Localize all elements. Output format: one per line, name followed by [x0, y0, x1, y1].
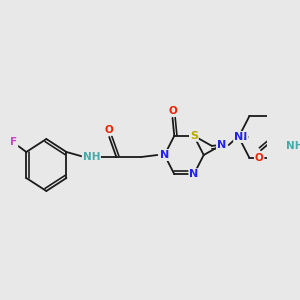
Text: NH: NH	[82, 152, 100, 162]
Text: N: N	[234, 132, 243, 142]
Text: NH: NH	[286, 141, 300, 151]
Text: N: N	[189, 169, 199, 179]
Text: N: N	[160, 150, 169, 160]
Text: O: O	[168, 106, 177, 116]
Text: N: N	[160, 150, 169, 160]
Text: N: N	[217, 140, 226, 150]
Text: F: F	[10, 137, 17, 147]
Text: O: O	[255, 153, 263, 163]
Text: S: S	[190, 131, 198, 141]
Text: O: O	[105, 125, 114, 135]
Text: N: N	[238, 132, 248, 142]
